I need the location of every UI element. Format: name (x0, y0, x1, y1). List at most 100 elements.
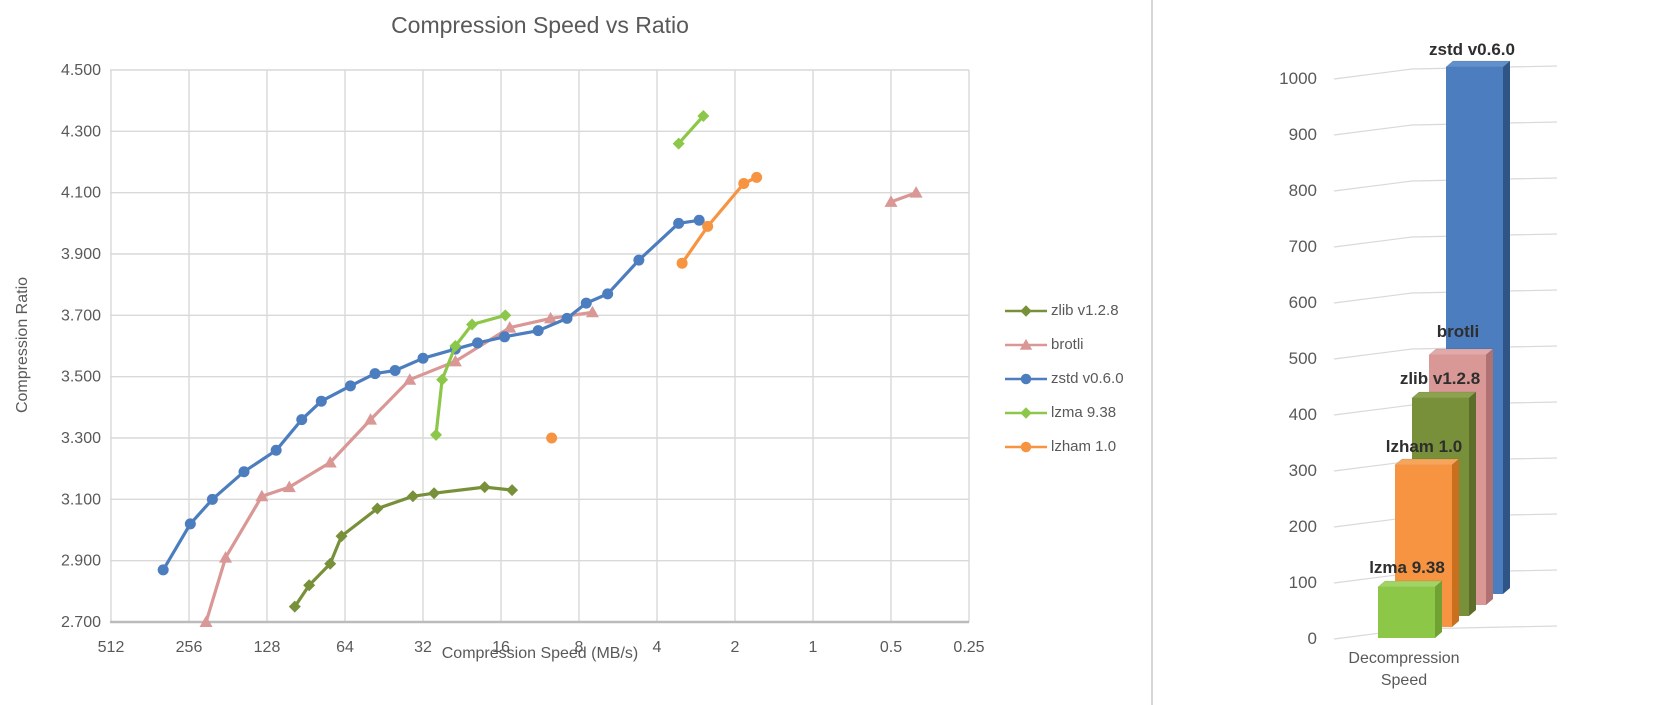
circle-marker (561, 312, 573, 324)
triangle-marker (323, 456, 337, 468)
circle-marker (238, 466, 250, 478)
diamond-marker (303, 579, 316, 592)
y-tick-label: 2.700 (61, 614, 101, 631)
legend-label: lzham 1.0 (1051, 438, 1117, 455)
x-tick-label: 256 (176, 639, 203, 656)
circle-marker (602, 288, 614, 300)
circle-marker (499, 331, 511, 343)
series-lzma-9-38 (430, 110, 710, 441)
series-zlib-v1-2-8 (288, 481, 519, 613)
legend-item-lzma-9-38: lzma 9.38 (1004, 402, 1124, 423)
circle-marker (184, 518, 196, 530)
diamond-marker (1020, 304, 1032, 317)
circle-marker (580, 297, 592, 309)
y-tick-label: 3.900 (61, 246, 101, 263)
diamond-marker (672, 137, 685, 150)
x-tick-label: 4 (653, 639, 662, 656)
x-tick-label: 8 (575, 639, 584, 656)
circle-marker (633, 254, 645, 266)
triangle-marker (364, 413, 378, 425)
bar-top-face (1394, 458, 1460, 466)
circle-marker (702, 220, 714, 232)
bar-top-face (1445, 60, 1511, 68)
y-tick-label: 2.900 (61, 553, 101, 570)
triangle-marker (544, 311, 558, 324)
y-tick-label: 3.100 (61, 491, 101, 508)
legend-item-brotli: brotli (1004, 334, 1124, 355)
bar-side-face (1452, 459, 1459, 627)
bar-top-face (1428, 348, 1494, 356)
legend-item-zlib-v1-2-8: zlib v1.2.8 (1004, 300, 1124, 321)
circle-marker (296, 414, 308, 426)
circle-marker (369, 368, 381, 380)
diamond-marker (324, 557, 337, 570)
bar-top-face (1377, 580, 1443, 588)
circle-marker (676, 257, 688, 269)
bar-side-face (1469, 392, 1476, 616)
circle-marker (315, 395, 327, 407)
bar-y-tick-label: 500 (1289, 349, 1317, 368)
y-tick-label: 3.300 (61, 430, 101, 447)
bar-chart-category-label: Decompression Speed (1348, 650, 1460, 689)
bar-y-tick-label: 0 (1308, 629, 1317, 648)
diamond-marker (406, 490, 419, 503)
triangle-marker (1019, 338, 1033, 350)
diamond-marker (371, 502, 384, 515)
diamond-marker (288, 600, 301, 613)
diamond-marker (449, 340, 462, 352)
circle-legend-icon (1005, 373, 1047, 384)
diamond-marker (697, 110, 710, 122)
triangle-marker (909, 186, 923, 198)
series-zstd-v0-6-0 (157, 214, 705, 576)
diamond-marker (436, 373, 449, 386)
legend-item-lzham-1-0: lzham 1.0 (1004, 436, 1124, 457)
triangle-marker (282, 480, 296, 493)
bar-y-tick-label: 100 (1289, 573, 1317, 592)
circle-marker (157, 564, 169, 576)
circle-marker (546, 432, 558, 444)
bar-gridline (1333, 289, 1558, 304)
circle-marker (673, 217, 685, 229)
legend-label: brotli (1051, 336, 1084, 353)
chart-divider-line (1151, 0, 1153, 705)
bar-gridline (1333, 65, 1558, 80)
diamond-marker (430, 428, 443, 441)
bar-gridline (1333, 121, 1558, 136)
bar-gridline (1333, 625, 1558, 640)
y-tick-label: 4.300 (61, 123, 101, 140)
scatter-gridlines: 512 256 128 64 32 16 8 4 2 1 0.5 0.25 4.500 4.300 4.10… (61, 62, 985, 656)
x-tick-label: 2 (731, 639, 740, 656)
bar-y-tick-label: 300 (1289, 461, 1317, 480)
bar-side-face (1435, 581, 1442, 638)
bar-y-tick-label: 800 (1289, 181, 1317, 200)
triangle-marker (255, 489, 269, 502)
triangle-marker (503, 321, 517, 333)
circle-legend-icon (1005, 441, 1047, 452)
y-tick-label: 3.500 (61, 369, 101, 386)
bar-label: lzma 9.38 (1369, 558, 1445, 577)
scatter-y-axis-title: Compression Ratio (14, 276, 31, 414)
circle-marker (1020, 373, 1032, 384)
series-line (204, 310, 595, 624)
legend-label: zlib v1.2.8 (1051, 302, 1119, 319)
diamond-legend-icon (1005, 406, 1047, 419)
circle-marker (344, 380, 356, 392)
triangle-marker (448, 354, 462, 367)
series-line (293, 485, 514, 609)
triangle-legend-icon (1005, 338, 1047, 350)
scatter-chart-title: Compression Speed vs Ratio (391, 12, 689, 38)
triangle-marker (585, 305, 599, 318)
triangle-marker (199, 615, 213, 627)
bar-y-tick-label: 700 (1289, 237, 1317, 256)
circle-marker (472, 337, 484, 349)
diamond-marker (506, 484, 519, 497)
y-tick-label: 3.700 (61, 307, 101, 324)
bar-side-face (1486, 349, 1493, 605)
diamond-legend-icon (1005, 304, 1047, 317)
circle-marker (751, 171, 763, 183)
legend-label: lzma 9.38 (1051, 404, 1117, 421)
legend-item-zstd-v0-6-0: zstd v0.6.0 (1004, 368, 1124, 389)
bar-chart: 0 100 200 300 400 500 600 700 800 900 1000 lzma 9.3… (1279, 40, 1558, 648)
